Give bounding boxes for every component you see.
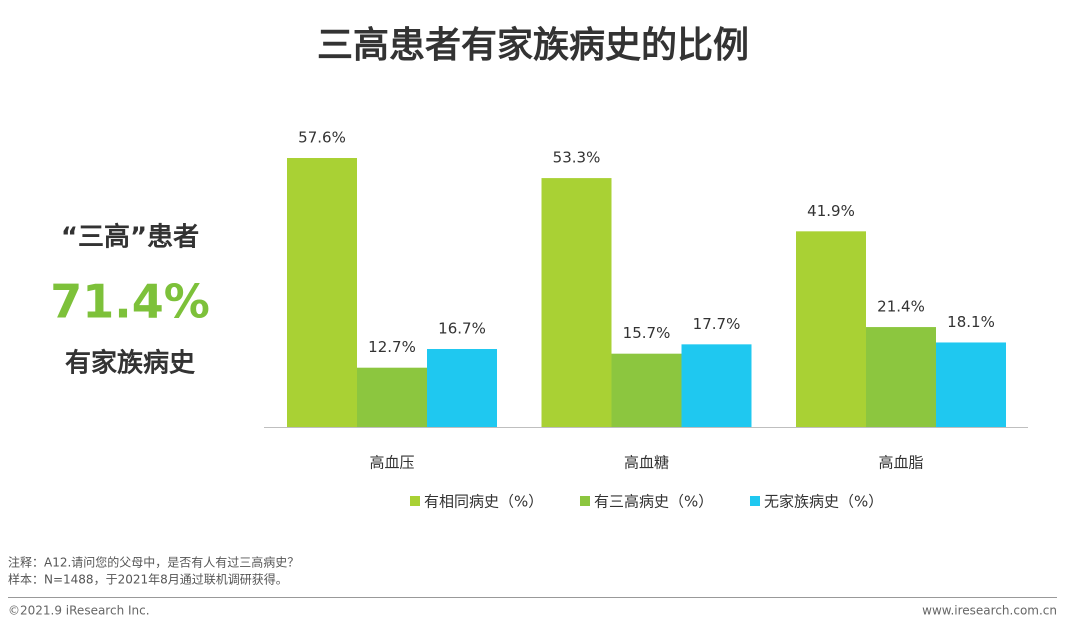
data-label: 21.4% [877, 298, 925, 316]
bar [681, 344, 752, 427]
data-label: 16.7% [438, 320, 486, 338]
data-label: 18.1% [947, 313, 995, 331]
legend-label: 无家族病史（%） [764, 493, 883, 511]
note: 注释：A12.请问您的父母中，是否有人有过三高病史？ [8, 555, 299, 570]
legend-swatch [410, 496, 420, 506]
bar [796, 231, 866, 427]
note: 样本：N=1488，于2021年8月通过联机调研获得。 [8, 572, 288, 587]
data-label: 57.6% [298, 129, 346, 147]
bar [611, 353, 682, 427]
legend-swatch [750, 496, 760, 506]
x-tick-label: 高血压 [369, 454, 414, 472]
legend-label: 有三高病史（%） [594, 493, 713, 511]
footer-right: www.iresearch.com.cn [922, 604, 1057, 618]
legend-label: 有相同病史（%） [424, 493, 543, 511]
data-label: 12.7% [368, 338, 416, 356]
legend-swatch [580, 496, 590, 506]
data-label: 41.9% [807, 202, 855, 220]
footer-left: ©2021.9 iResearch Inc. [8, 604, 150, 618]
data-label: 17.7% [693, 315, 741, 333]
highlight-value: 71.4% [50, 275, 210, 329]
bar [866, 327, 936, 427]
x-tick-label: 高血脂 [878, 454, 923, 472]
bar [357, 367, 427, 427]
bar [541, 178, 612, 427]
x-tick-label: 高血糖 [624, 454, 669, 472]
highlight-caption: 有家族病史 [65, 348, 196, 379]
bar [427, 349, 497, 427]
highlight-label: “三高”患者 [61, 222, 199, 253]
data-label: 53.3% [553, 149, 601, 167]
bar [287, 158, 357, 427]
data-label: 15.7% [623, 324, 671, 342]
chart-title: 三高患者有家族病史的比例 [317, 25, 749, 66]
bar [936, 342, 1006, 427]
